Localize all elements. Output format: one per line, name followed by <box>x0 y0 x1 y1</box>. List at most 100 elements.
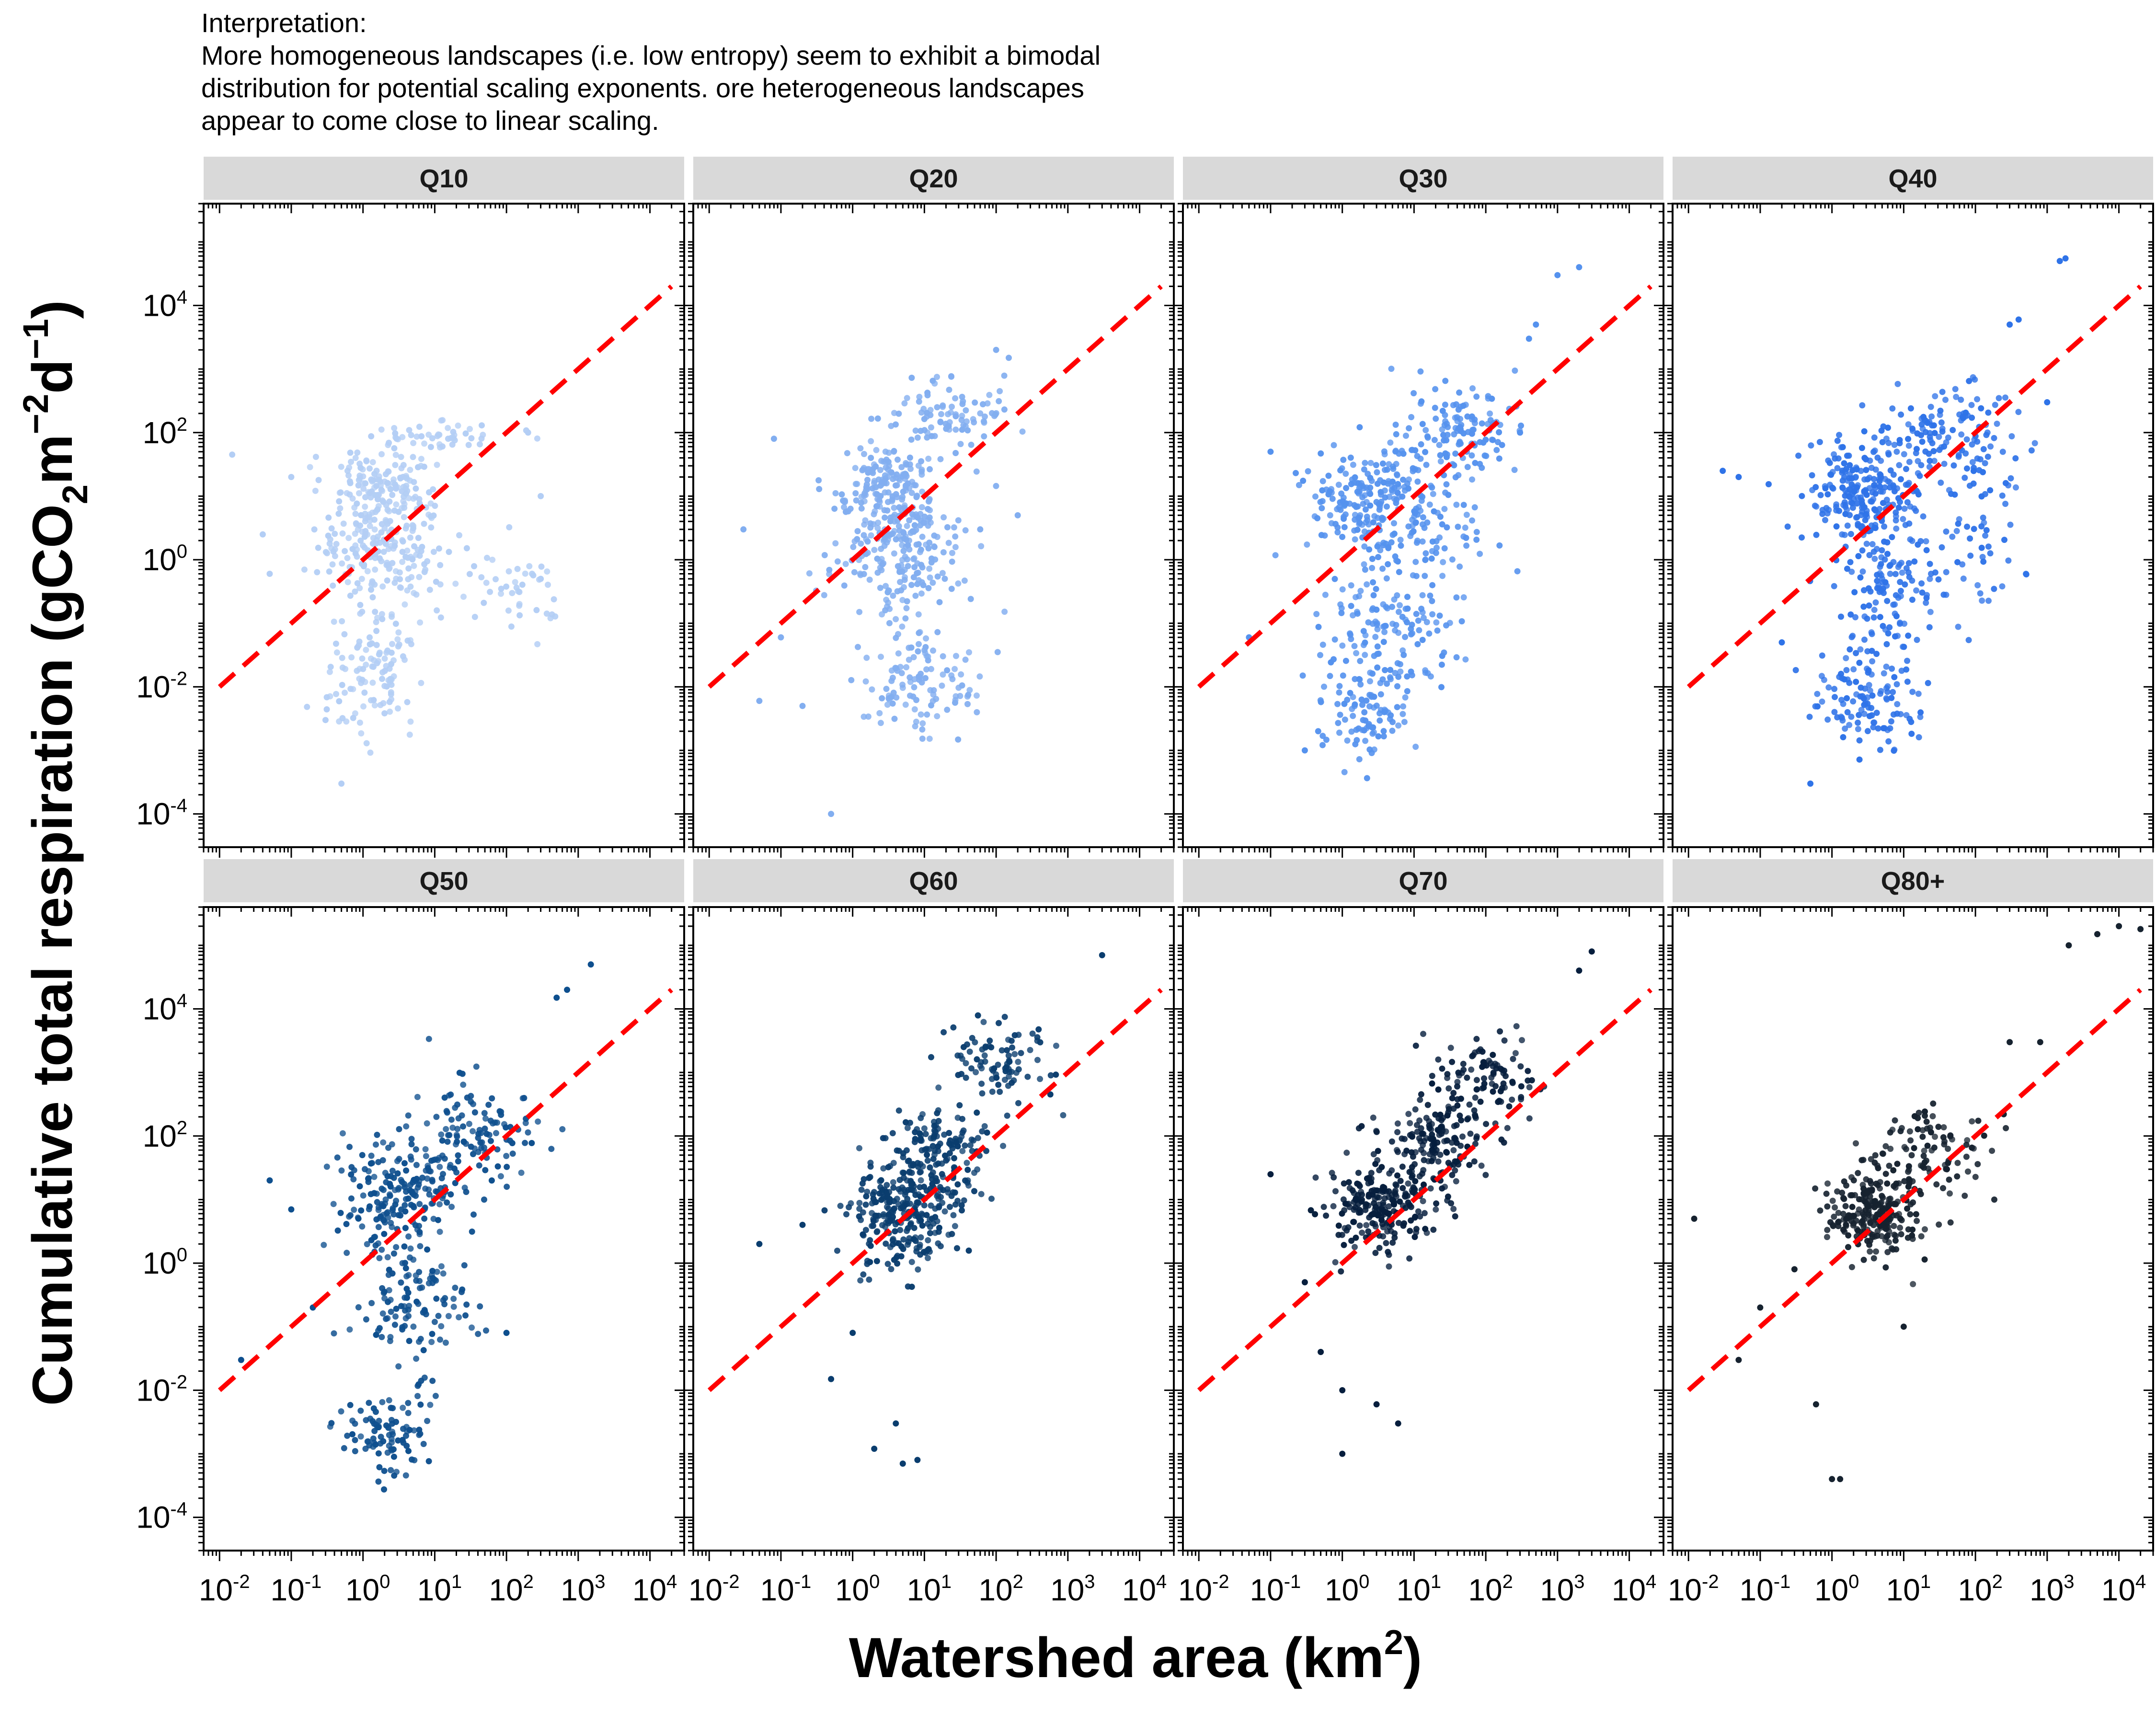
data-point <box>1915 458 1921 464</box>
data-point <box>854 528 861 534</box>
data-point <box>902 1189 909 1196</box>
data-point <box>538 564 545 570</box>
data-point <box>919 1222 926 1229</box>
data-point <box>1389 478 1396 485</box>
data-point <box>1359 702 1365 708</box>
data-point <box>441 1155 448 1162</box>
data-point <box>1887 467 1894 474</box>
data-point <box>947 1204 953 1210</box>
data-point <box>1867 498 1874 505</box>
data-point <box>1913 587 1920 594</box>
data-point <box>895 563 901 570</box>
data-point <box>238 1357 244 1363</box>
data-point <box>1915 690 1922 697</box>
data-point <box>1267 448 1274 455</box>
data-point <box>391 507 398 514</box>
data-point <box>403 1294 410 1301</box>
data-point <box>1358 696 1365 703</box>
data-point <box>884 589 891 596</box>
data-point <box>1854 494 1861 501</box>
data-point <box>1444 524 1450 531</box>
data-point <box>982 413 988 420</box>
data-point <box>924 1247 930 1254</box>
data-point <box>1884 598 1891 604</box>
data-point <box>907 692 913 699</box>
data-point <box>940 1029 947 1035</box>
data-point <box>1331 575 1338 582</box>
data-point <box>907 466 914 472</box>
data-point <box>400 498 407 505</box>
data-point <box>459 1070 466 1077</box>
data-point <box>1357 658 1364 664</box>
data-point <box>1936 447 1943 453</box>
data-point <box>1991 586 1997 592</box>
data-point <box>898 464 905 471</box>
data-point <box>993 346 999 353</box>
data-point <box>919 720 926 727</box>
x-tick-base: 10 <box>271 1573 305 1607</box>
data-point <box>418 433 425 439</box>
data-point <box>934 1110 940 1116</box>
data-point <box>348 1195 355 1202</box>
data-point <box>1394 472 1400 479</box>
data-point <box>865 713 872 720</box>
data-point <box>927 687 934 693</box>
data-point <box>1834 714 1841 721</box>
data-point <box>935 1118 942 1124</box>
data-point <box>956 1102 963 1109</box>
data-point <box>342 548 348 554</box>
data-point <box>448 1116 455 1123</box>
data-point <box>1457 415 1464 422</box>
data-point <box>1388 676 1394 682</box>
data-point <box>417 619 424 626</box>
data-point <box>1362 460 1368 466</box>
x-tick-base: 10 <box>489 1573 523 1607</box>
data-point <box>369 509 376 516</box>
data-point <box>1901 621 1908 627</box>
data-point <box>1388 366 1395 372</box>
data-point <box>424 1120 430 1127</box>
data-point <box>587 961 594 968</box>
data-point <box>359 1152 366 1159</box>
data-point <box>862 564 869 570</box>
data-point <box>877 720 884 726</box>
data-point <box>1909 689 1916 695</box>
data-point <box>1914 636 1920 643</box>
data-point <box>952 700 958 706</box>
data-point <box>928 555 935 562</box>
data-point <box>368 1152 375 1159</box>
data-point <box>1836 432 1843 438</box>
data-point <box>893 536 899 542</box>
data-point <box>1341 769 1348 775</box>
data-point <box>339 618 345 624</box>
data-point <box>1293 470 1299 476</box>
data-point <box>1871 482 1878 488</box>
data-point <box>852 490 859 496</box>
data-point <box>443 1126 449 1132</box>
data-point <box>413 591 420 598</box>
data-point <box>1413 540 1420 546</box>
data-point <box>1908 730 1915 737</box>
data-point <box>1533 321 1539 328</box>
data-point <box>444 1109 450 1116</box>
y-tick-exponent: 2 <box>177 414 187 435</box>
data-point <box>1879 575 1885 582</box>
data-point <box>428 515 435 521</box>
data-point <box>963 407 969 414</box>
data-point <box>487 1138 494 1144</box>
data-point <box>970 416 976 423</box>
data-point <box>922 675 929 681</box>
x-tick-base: 10 <box>199 1573 233 1607</box>
data-point <box>878 546 884 552</box>
data-point <box>915 1266 921 1273</box>
data-point <box>344 1250 350 1256</box>
data-point <box>1376 506 1383 513</box>
data-point <box>1322 591 1329 598</box>
data-point <box>427 444 434 450</box>
data-point <box>405 1112 412 1119</box>
data-point <box>1420 514 1426 521</box>
data-point <box>1370 519 1376 526</box>
data-point <box>1863 456 1869 463</box>
data-point <box>328 1420 335 1426</box>
data-point <box>903 460 909 466</box>
